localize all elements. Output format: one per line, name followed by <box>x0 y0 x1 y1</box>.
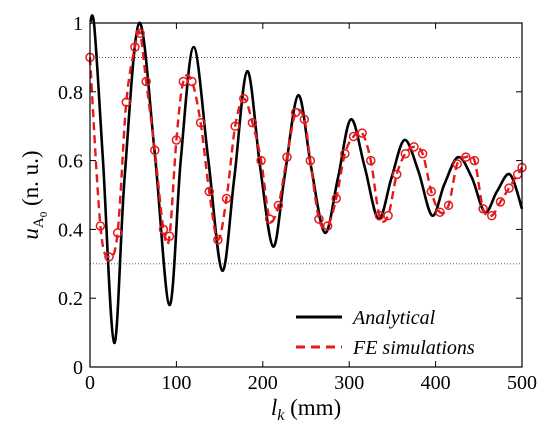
fe-point <box>400 148 411 159</box>
fe-point <box>171 135 182 145</box>
fe-point <box>239 93 249 104</box>
ticks: 0 100 200 300 400 500 0 0.2 0.4 0.6 0.8 1 <box>58 13 537 394</box>
fe-point <box>348 131 359 142</box>
fe-point <box>340 148 350 159</box>
fe-point <box>282 152 292 162</box>
y-tick-label: 0.6 <box>58 151 83 173</box>
fe-point <box>469 155 480 166</box>
fe-point <box>187 76 197 87</box>
fe-point <box>95 221 106 231</box>
x-tick-label: 200 <box>248 372 278 394</box>
fe-point <box>357 128 367 138</box>
series-line-fe-simulations <box>88 30 524 259</box>
x-tick-label: 400 <box>421 372 451 394</box>
grid <box>90 56 522 265</box>
fe-point <box>213 234 223 245</box>
fe-point <box>290 107 301 118</box>
fe-point <box>391 169 402 180</box>
fe-point <box>322 221 333 231</box>
fe-point <box>112 228 123 238</box>
fe-point <box>247 118 258 128</box>
fe-point <box>478 204 488 214</box>
x-axis-label-main: l <box>271 395 277 420</box>
fe-point <box>264 214 275 224</box>
fe-point <box>121 97 132 107</box>
y-axis-label: uA0 (n. u.) <box>18 150 50 239</box>
fe-point <box>256 155 266 166</box>
fe-point <box>495 197 506 207</box>
series-line-analytical <box>88 14 524 345</box>
fe-point <box>314 214 324 224</box>
y-tick-label: 0.2 <box>58 288 83 310</box>
fe-point <box>230 121 240 131</box>
fe-point <box>204 186 214 197</box>
fe-point <box>273 200 284 211</box>
legend-label-fe-simulations: FE simulations <box>352 337 475 359</box>
fe-point <box>383 210 393 221</box>
fe-point <box>150 145 160 156</box>
y-axis-label-unit: (n. u.) <box>18 150 43 211</box>
fe-point <box>221 193 232 204</box>
fe-point <box>195 118 206 128</box>
fe-point <box>141 76 151 87</box>
x-axis-label-unit: (mm) <box>284 395 341 420</box>
y-tick-label: 0 <box>73 357 83 379</box>
fe-point <box>130 42 140 52</box>
fe-point <box>158 224 169 235</box>
fe-point <box>504 183 514 193</box>
x-axis-label-sub: k <box>277 407 285 424</box>
fe-point <box>409 142 419 152</box>
x-axis-label: lk (mm) <box>271 395 341 424</box>
fe-point <box>135 28 145 39</box>
fe-point <box>164 231 175 242</box>
y-tick-label: 0.4 <box>58 219 83 241</box>
legend-label-analytical: Analytical <box>351 307 436 329</box>
fe-point <box>435 207 445 217</box>
y-axis-label-sub: A <box>31 217 47 228</box>
fe-point <box>331 193 341 204</box>
series-layer <box>85 14 527 345</box>
x-tick-label: 100 <box>161 372 191 394</box>
fe-point <box>366 155 376 166</box>
fe-point <box>417 148 428 159</box>
x-tick-label: 300 <box>334 372 364 394</box>
fe-point <box>487 210 497 221</box>
fe-point <box>104 252 114 262</box>
y-axis-label-subsub: 0 <box>38 211 50 217</box>
legend: Analytical FE simulations <box>296 307 475 359</box>
y-tick-label: 0.8 <box>58 82 83 104</box>
fe-point <box>452 159 462 169</box>
fe-point <box>443 200 454 211</box>
fe-point <box>461 152 471 162</box>
fe-point <box>426 186 437 197</box>
fe-point <box>305 155 316 166</box>
y-axis-label-main: u <box>18 228 43 240</box>
x-tick-label: 500 <box>507 372 537 394</box>
fe-point <box>299 114 310 125</box>
x-tick-label: 0 <box>85 372 95 394</box>
y-tick-label: 1 <box>73 13 83 35</box>
plot-frame <box>89 22 523 368</box>
